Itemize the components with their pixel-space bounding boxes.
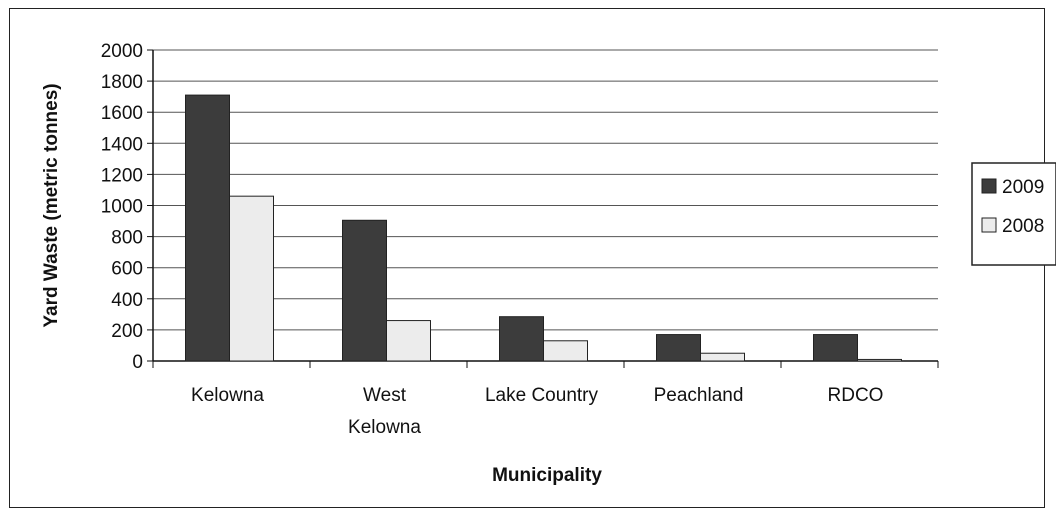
bar-2008-rdco	[857, 358, 902, 362]
bar-2009-lake-country	[499, 316, 544, 362]
legend-swatch-2008	[981, 217, 997, 233]
y-tick-label: 600	[111, 259, 143, 280]
category-label: Lake Country	[485, 385, 599, 406]
y-tick-label: 1000	[101, 197, 143, 218]
bar-2008-west-kelowna	[386, 320, 431, 362]
category-label: RDCO	[828, 385, 884, 406]
y-tick-label: 800	[111, 228, 143, 249]
y-tick-label: 1800	[101, 72, 143, 93]
category-label: Kelowna	[191, 385, 264, 406]
category-label: Peachland	[654, 385, 744, 406]
x-axis-title: Municipality	[492, 465, 602, 486]
category-label: West	[363, 385, 407, 406]
y-tick-label: 1600	[101, 103, 143, 124]
bar-2009-rdco	[813, 334, 858, 362]
bar-2008-kelowna	[229, 195, 274, 362]
y-tick-label: 2000	[101, 41, 143, 62]
bar-2008-lake-country	[543, 340, 588, 362]
bar-2009-kelowna	[185, 94, 230, 362]
legend-swatch-2009	[981, 178, 997, 194]
y-tick-label: 400	[111, 290, 143, 311]
y-tick-label: 200	[111, 321, 143, 342]
y-tick-label: 1200	[101, 165, 143, 186]
legend-label-2008: 2008	[1002, 216, 1044, 237]
y-tick-label: 1400	[101, 134, 143, 155]
y-tick-label: 0	[132, 352, 143, 373]
bar-2009-peachland	[656, 334, 701, 362]
y-axis-title: Yard Waste (metric tonnes)	[41, 83, 62, 327]
bar-2009-west-kelowna	[342, 219, 387, 362]
category-label: Kelowna	[348, 417, 421, 438]
chart-frame	[9, 8, 1045, 508]
legend-label-2009: 2009	[1002, 177, 1044, 198]
bar-2008-peachland	[700, 352, 745, 362]
